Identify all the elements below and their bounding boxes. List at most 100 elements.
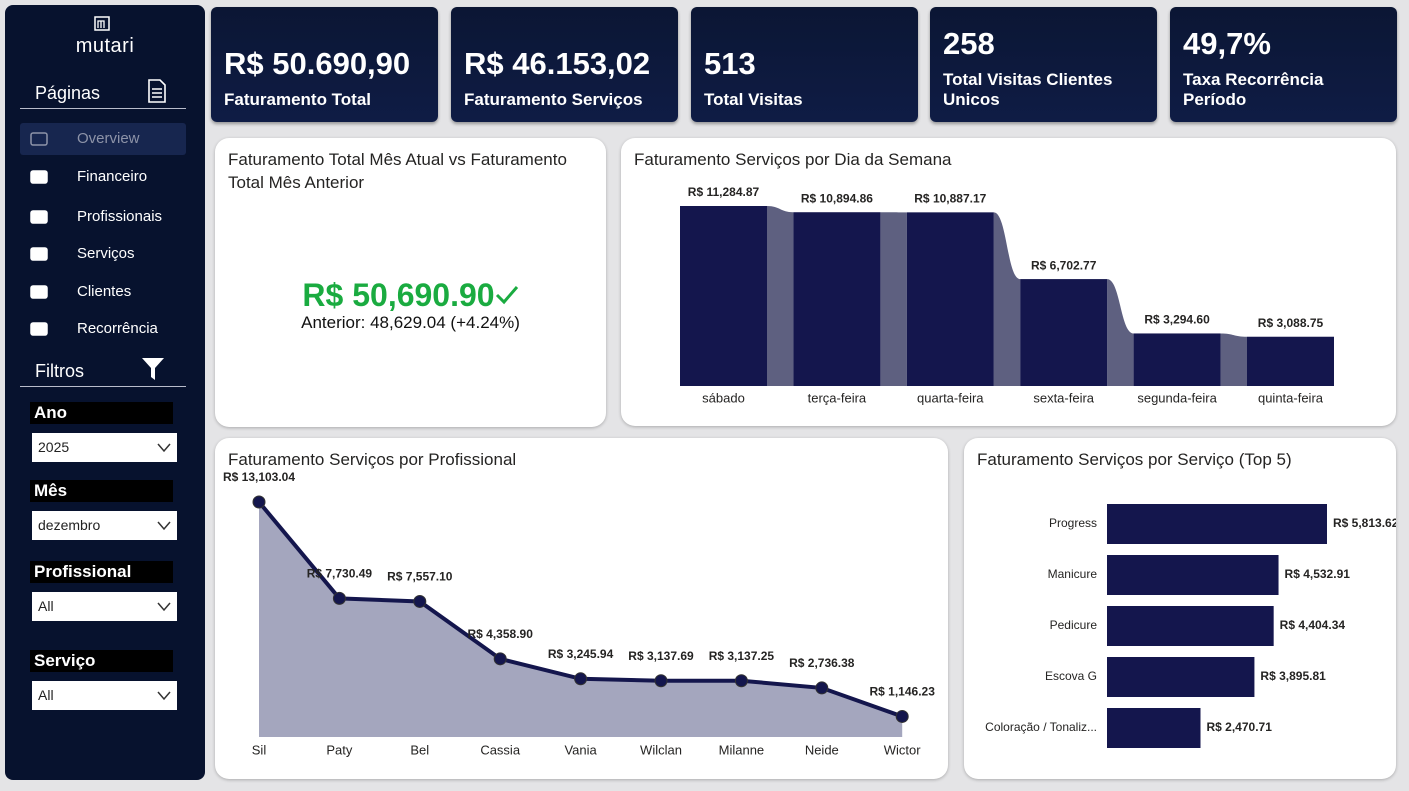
x-tick-label: quarta-feira <box>917 390 984 405</box>
kpi-card: R$ 50.690,90 Faturamento Total <box>211 7 438 122</box>
chevron-shape <box>157 602 171 612</box>
ribbon <box>767 206 794 386</box>
kpi-card: 513 Total Visitas <box>691 7 918 122</box>
pages-label: Páginas <box>35 83 101 103</box>
data-label: R$ 6,702.77 <box>1031 258 1097 272</box>
filter-label: Mês <box>30 480 173 502</box>
menu-icon <box>30 322 48 336</box>
menu-item[interactable]: Recorrência <box>77 320 158 337</box>
menu-icon <box>30 210 48 224</box>
data-label: R$ 7,557.10 <box>387 570 453 584</box>
x-tick-label: Cassia <box>480 742 521 757</box>
kpi-value: 49,7% <box>1183 26 1271 61</box>
menu-icon <box>30 285 48 299</box>
point <box>413 594 427 608</box>
menu-item[interactable]: Financeiro <box>77 168 148 185</box>
data-label: R$ 4,532.91 <box>1285 567 1351 581</box>
value: R$ 50,690.90 <box>302 277 495 313</box>
menu-icon <box>30 132 48 146</box>
check-icon <box>495 286 518 305</box>
kpi-label: Total Visitas <box>704 90 803 109</box>
divider <box>20 108 186 109</box>
icon-shape <box>30 322 48 336</box>
x-tick-label: Paty <box>326 742 353 757</box>
data-label: R$ 11,284.87 <box>688 185 760 199</box>
card-title: Faturamento Total Mês Atual vs Faturamen… <box>228 150 567 192</box>
kpi-value: R$ 50.690,90 <box>224 46 411 81</box>
ribbon <box>993 212 1021 386</box>
x-tick-label: Neide <box>805 742 839 757</box>
icon-shape <box>30 285 48 299</box>
x-tick-label: Wilclan <box>640 742 682 757</box>
data-label: R$ 3,137.69 <box>628 649 694 663</box>
x-tick-label: terça-feira <box>808 390 867 405</box>
menu-icon <box>30 247 48 261</box>
menu-item[interactable]: Serviços <box>77 245 135 262</box>
chart: Progress R$ 5,813.62 Manicure R$ 4,532.91 Pe… <box>985 504 1396 748</box>
data-label: R$ 5,813.62 <box>1333 516 1396 530</box>
point <box>332 591 346 605</box>
bar <box>1107 606 1274 646</box>
filter-value: All <box>38 687 54 703</box>
x-tick-label: Bel <box>410 742 429 757</box>
filter-icon <box>142 358 164 380</box>
point <box>574 672 588 686</box>
chart-card: Faturamento Serviços por Profissional R$… <box>215 438 948 779</box>
bar <box>1247 336 1334 386</box>
pages-icon <box>148 79 166 103</box>
bar <box>906 212 994 386</box>
ribbon <box>1220 333 1247 386</box>
chart-card: Faturamento Serviços por Serviço (Top 5)… <box>964 438 1396 779</box>
chevron-shape <box>157 691 171 701</box>
filter-label: Ano <box>30 402 173 424</box>
ribbon <box>880 212 907 386</box>
chevron-shape <box>157 521 171 531</box>
x-tick-label: Milanne <box>719 742 765 757</box>
y-tick-label: Escova G <box>1045 669 1097 683</box>
data-label: R$ 3,294.60 <box>1144 313 1210 327</box>
x-tick-label: sábado <box>702 390 745 405</box>
data-label: R$ 3,137.25 <box>709 649 775 663</box>
y-tick-label: Coloração / Tonaliz... <box>985 720 1097 734</box>
y-tick-label: Manicure <box>1048 567 1098 581</box>
menu-item[interactable]: Clientes <box>77 283 132 300</box>
chevron <box>157 602 171 612</box>
filter-value: 2025 <box>38 439 70 455</box>
y-tick-label: Progress <box>1049 516 1097 530</box>
data-label: R$ 7,730.49 <box>307 567 373 581</box>
chart-title: Faturamento Serviços por Dia da Semana <box>634 150 952 169</box>
point <box>654 674 668 688</box>
x-tick-label: Vania <box>564 742 597 757</box>
filter-label: Profissional <box>30 561 173 583</box>
bar <box>1107 555 1279 595</box>
icon-shape <box>30 170 48 184</box>
filter-dropdown[interactable]: All <box>32 592 177 621</box>
data-label: R$ 3,895.81 <box>1260 669 1326 683</box>
filter-dropdown[interactable]: 2025 <box>32 433 177 462</box>
data-label: R$ 10,894.86 <box>801 191 873 205</box>
x-tick-label: sexta-feira <box>1033 390 1094 405</box>
menu-item[interactable]: Profissionais <box>77 208 163 225</box>
menu-item[interactable]: Overview <box>77 130 140 147</box>
filter-dropdown[interactable]: dezembro <box>32 511 177 540</box>
bar <box>1107 504 1327 544</box>
kpi-card: R$ 46.153,02 Faturamento Serviços <box>451 7 678 122</box>
icon-shape <box>30 132 48 146</box>
chevron <box>157 521 171 531</box>
x-tick-label: Sil <box>252 742 267 757</box>
kpi-label: Total Visitas Clientes Unicos <box>943 70 1113 109</box>
filter-value: All <box>38 598 54 614</box>
filter-dropdown[interactable]: All <box>32 681 177 710</box>
kpi-card: 49,7% Taxa Recorrência Período <box>1170 7 1397 122</box>
chart: R$ 11,284.87 sábado R$ 10,894.86 terça-feir… <box>680 185 1334 405</box>
kpi-label: Taxa Recorrência Período <box>1183 70 1324 109</box>
point <box>734 674 748 688</box>
x-tick-label: Wictor <box>884 742 922 757</box>
chart-title: Faturamento Serviços por Profissional <box>228 450 517 469</box>
point <box>815 681 829 695</box>
bar <box>1020 279 1108 386</box>
data-label: R$ 3,245.94 <box>548 647 614 661</box>
sidebar: mutari Páginas Overview Financeiro Profiss… <box>5 5 205 780</box>
kpi-card: 258 Total Visitas Clientes Unicos <box>930 7 1157 122</box>
